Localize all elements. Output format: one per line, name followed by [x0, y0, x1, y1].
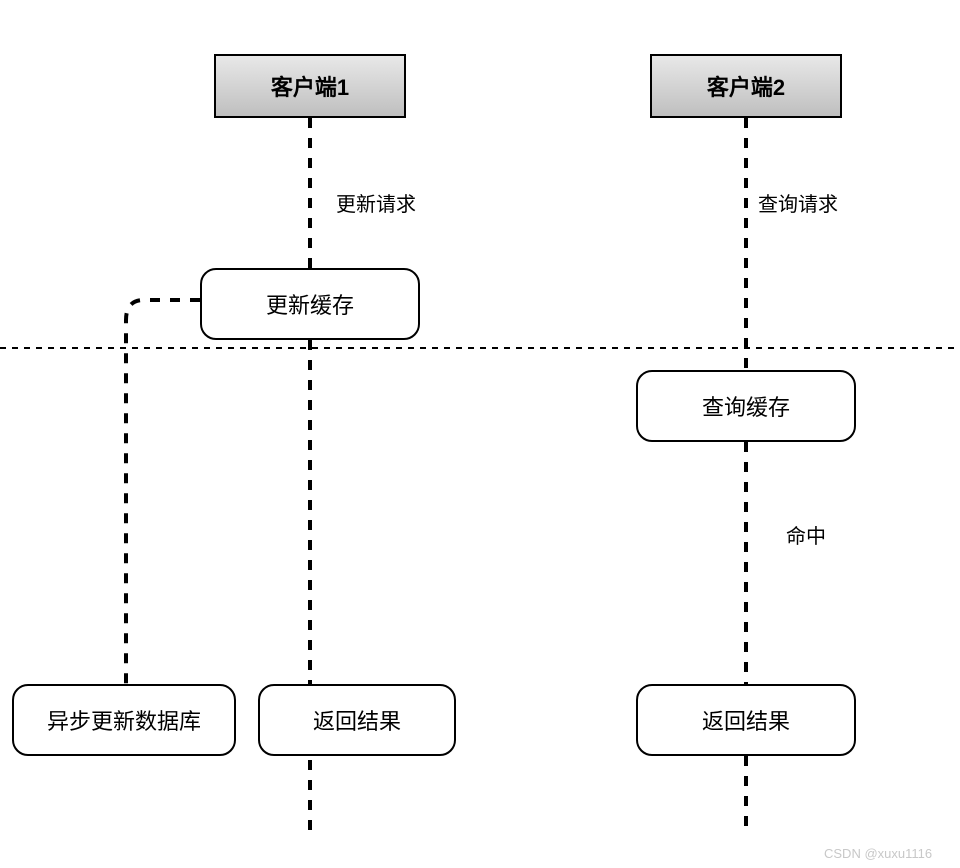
node-async-db-label: 异步更新数据库 — [47, 704, 201, 736]
node-async-db: 异步更新数据库 — [12, 684, 236, 756]
header-client1: 客户端1 — [214, 54, 406, 118]
label-query-request: 查询请求 — [758, 188, 838, 217]
label-hit: 命中 — [786, 520, 826, 549]
node-return1-label: 返回结果 — [313, 704, 401, 736]
node-query-cache: 查询缓存 — [636, 370, 856, 442]
node-update-cache-label: 更新缓存 — [266, 288, 354, 320]
node-update-cache: 更新缓存 — [200, 268, 420, 340]
watermark: CSDN @xuxu1116 — [824, 846, 932, 861]
node-query-cache-label: 查询缓存 — [702, 390, 790, 422]
header-client2: 客户端2 — [650, 54, 842, 118]
header-client1-label: 客户端1 — [271, 70, 349, 102]
label-update-request: 更新请求 — [336, 188, 416, 217]
node-return2-label: 返回结果 — [702, 704, 790, 736]
node-return2: 返回结果 — [636, 684, 856, 756]
header-client2-label: 客户端2 — [707, 70, 785, 102]
node-return1: 返回结果 — [258, 684, 456, 756]
